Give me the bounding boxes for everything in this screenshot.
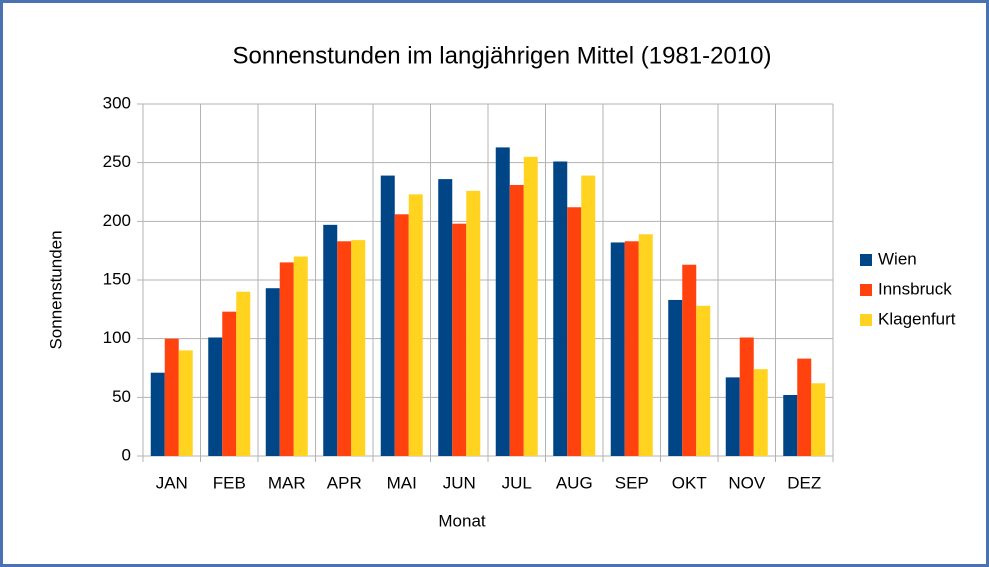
bar — [753, 369, 768, 456]
legend-swatch — [860, 314, 872, 326]
x-tick-label: JAN — [156, 473, 188, 492]
bar — [279, 262, 294, 456]
bar — [438, 179, 453, 457]
y-axis-label: Sonnenstunden — [46, 230, 65, 349]
y-tick-label: 300 — [103, 93, 131, 112]
bar — [380, 175, 395, 456]
bar — [696, 305, 711, 456]
y-tick-label: 50 — [112, 387, 131, 406]
bar — [725, 377, 740, 456]
x-tick-label: JUL — [502, 473, 532, 492]
bar — [452, 223, 467, 456]
bar — [178, 350, 193, 456]
bar — [509, 184, 524, 456]
x-tick-label: AUG — [556, 473, 593, 492]
bar — [222, 311, 237, 456]
legend-label: Innsbruck — [878, 279, 952, 298]
bar — [668, 299, 683, 456]
x-tick-label: FEB — [213, 473, 246, 492]
y-tick-label: 200 — [103, 211, 131, 230]
bar — [265, 288, 280, 456]
y-tick-label: 250 — [103, 152, 131, 171]
bar — [208, 337, 223, 456]
bar — [638, 234, 653, 456]
y-tick-label: 150 — [103, 269, 131, 288]
bar — [553, 161, 568, 456]
legend-label: Klagenfurt — [878, 309, 956, 328]
bar — [797, 358, 812, 456]
bar — [394, 214, 409, 456]
bar — [164, 338, 179, 456]
legend-swatch — [860, 284, 872, 296]
x-tick-label: OKT — [672, 473, 707, 492]
bar — [150, 372, 165, 456]
bar — [293, 256, 308, 456]
bar — [739, 337, 754, 456]
bar — [783, 394, 798, 456]
y-tick-label: 0 — [122, 445, 131, 464]
y-tick-label: 100 — [103, 328, 131, 347]
bar — [408, 194, 423, 456]
bar — [523, 156, 538, 457]
legend-label: Wien — [878, 249, 917, 268]
bar — [351, 240, 366, 456]
legend-swatch — [860, 254, 872, 266]
bar — [581, 175, 596, 456]
x-tick-label: NOV — [728, 473, 766, 492]
bar — [624, 241, 639, 456]
bar — [337, 241, 352, 456]
bar — [567, 207, 582, 456]
bar — [682, 264, 697, 456]
bar — [610, 242, 625, 456]
bar — [323, 224, 338, 456]
bar — [466, 190, 481, 456]
x-tick-label: JUN — [443, 473, 476, 492]
chart-title: Sonnenstunden im langjährigen Mittel (19… — [232, 42, 771, 69]
x-axis-label: Monat — [438, 511, 486, 530]
bar — [811, 383, 826, 456]
bar — [495, 147, 510, 456]
x-tick-label: MAI — [387, 473, 417, 492]
x-tick-label: DEZ — [787, 473, 821, 492]
x-tick-label: SEP — [615, 473, 649, 492]
bar — [236, 291, 251, 456]
x-tick-label: MAR — [268, 473, 306, 492]
x-tick-label: APR — [327, 473, 362, 492]
